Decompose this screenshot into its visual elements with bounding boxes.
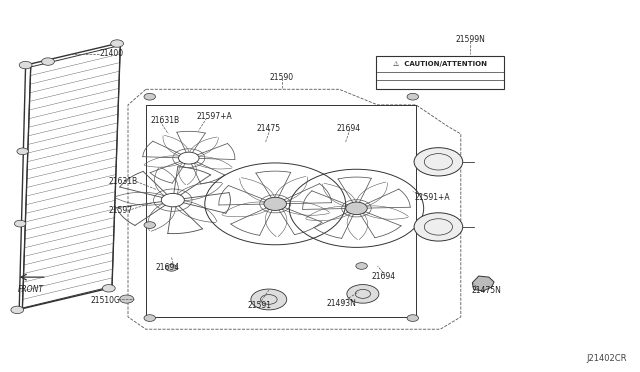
Text: 21475: 21475 — [257, 124, 281, 133]
Circle shape — [17, 148, 28, 155]
Circle shape — [346, 202, 367, 215]
Text: 21694: 21694 — [337, 124, 361, 133]
Text: J21402CR: J21402CR — [587, 354, 627, 363]
Text: 21475N: 21475N — [472, 286, 501, 295]
Circle shape — [15, 220, 26, 227]
Circle shape — [144, 93, 156, 100]
Text: 21694: 21694 — [372, 272, 396, 280]
Circle shape — [414, 148, 463, 176]
Circle shape — [407, 315, 419, 321]
Circle shape — [102, 285, 115, 292]
Text: 21631B: 21631B — [150, 116, 180, 125]
Text: 21599N: 21599N — [456, 35, 485, 44]
Circle shape — [42, 58, 54, 65]
Text: ⚠  CAUTION/ATTENTION: ⚠ CAUTION/ATTENTION — [394, 61, 487, 67]
Polygon shape — [472, 276, 494, 291]
Text: 21597: 21597 — [108, 206, 132, 215]
Circle shape — [144, 315, 156, 321]
Circle shape — [251, 289, 287, 310]
Text: 21591: 21591 — [247, 301, 271, 310]
Circle shape — [356, 263, 367, 269]
Circle shape — [179, 152, 199, 164]
Circle shape — [111, 40, 124, 47]
Circle shape — [161, 193, 184, 207]
Text: FRONT: FRONT — [18, 285, 44, 294]
Circle shape — [166, 264, 177, 271]
Text: 21510G: 21510G — [91, 296, 120, 305]
Text: 21590: 21590 — [269, 73, 294, 81]
Text: 21631B: 21631B — [108, 177, 138, 186]
Circle shape — [19, 61, 32, 69]
Bar — [376, 56, 504, 89]
Text: 21400: 21400 — [100, 49, 124, 58]
Circle shape — [11, 306, 24, 314]
Circle shape — [144, 222, 156, 228]
Circle shape — [414, 213, 463, 241]
Circle shape — [407, 93, 419, 100]
Circle shape — [120, 295, 134, 303]
Text: 21591+A: 21591+A — [415, 193, 451, 202]
Circle shape — [347, 285, 379, 303]
Circle shape — [264, 197, 287, 211]
Text: 21597+A: 21597+A — [196, 112, 232, 121]
Text: 21694: 21694 — [156, 263, 180, 272]
Text: 21493N: 21493N — [326, 299, 356, 308]
